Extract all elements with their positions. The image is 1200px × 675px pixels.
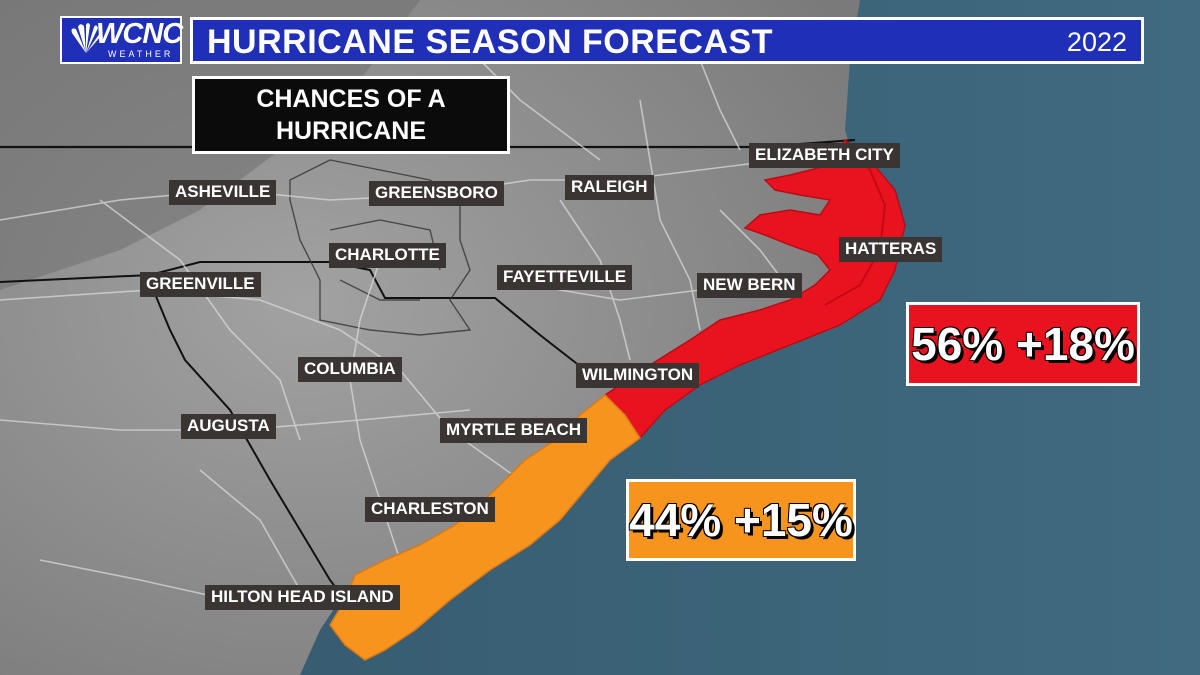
zone-south-chance-box: 44% +15% xyxy=(626,479,856,561)
peacock-icon xyxy=(71,23,103,53)
city-label-columbia: COLUMBIA xyxy=(298,357,402,382)
logo-name: WCNC xyxy=(96,18,183,50)
city-label-charleston: CHARLESTON xyxy=(365,497,495,522)
subtitle-line-2: HURRICANE xyxy=(276,117,426,145)
zone-south-chance-label: 44% +15% xyxy=(629,494,853,546)
city-label-myrtle-beach: MYRTLE BEACH xyxy=(440,418,588,443)
city-label-wilmington: WILMINGTON xyxy=(576,363,700,388)
station-logo: WCNC WEATHER xyxy=(60,16,183,64)
subtitle-line-1: CHANCES OF A xyxy=(256,85,446,113)
city-label-greensboro: GREENSBORO xyxy=(369,181,504,206)
city-label-charlotte: CHARLOTTE xyxy=(329,243,446,268)
nc-sc-border xyxy=(0,261,606,386)
city-label-augusta: AUGUSTA xyxy=(181,414,276,439)
city-label-hilton-head-island: HILTON HEAD ISLAND xyxy=(205,585,400,610)
city-label-new-bern: NEW BERN xyxy=(697,273,802,298)
city-label-asheville: ASHEVILLE xyxy=(169,180,277,205)
city-label-hatteras: HATTERAS xyxy=(839,237,943,262)
city-label-greenville: GREENVILLE xyxy=(140,272,261,297)
subtitle-box: CHANCES OF A HURRICANE xyxy=(192,76,510,154)
zone-south-area xyxy=(329,393,642,661)
city-label-raleigh: RALEIGH xyxy=(565,175,654,200)
page-title: HURRICANE SEASON FORECAST xyxy=(207,23,773,61)
zone-north-chance-box: 56% +18% xyxy=(906,302,1140,386)
city-label-fayetteville: FAYETTEVILLE xyxy=(497,265,633,290)
sc-ga-border xyxy=(149,281,346,601)
city-label-elizabeth-city: ELIZABETH CITY xyxy=(749,143,900,168)
zone-north-chance-label: 56% +18% xyxy=(911,318,1135,370)
header-year: 2022 xyxy=(1066,27,1127,57)
header-bar: HURRICANE SEASON FORECAST 2022 xyxy=(190,17,1144,64)
logo-subtitle: WEATHER xyxy=(108,49,174,59)
